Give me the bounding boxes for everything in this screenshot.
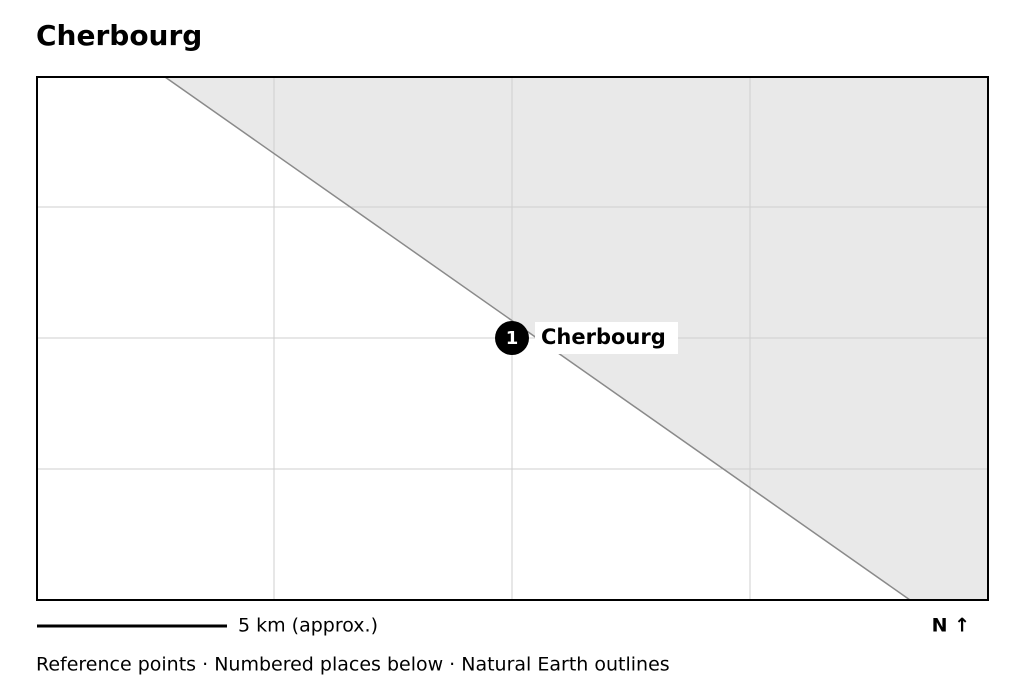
marker-circle [495,321,529,355]
place-marker[interactable]: 1 Cherbourg [495,321,678,355]
place-label: Cherbourg [541,325,666,349]
map-frame [36,76,989,601]
map: 1 Cherbourg [36,76,989,601]
label-background [535,322,678,354]
title: Cherbourg [36,19,202,52]
marker-number: 1 [506,328,519,349]
scale-label: 5 km (approx.) [238,615,378,637]
footer: Reference points · Numbered places below… [36,654,670,676]
north-arrow: N ↑ [932,615,970,637]
